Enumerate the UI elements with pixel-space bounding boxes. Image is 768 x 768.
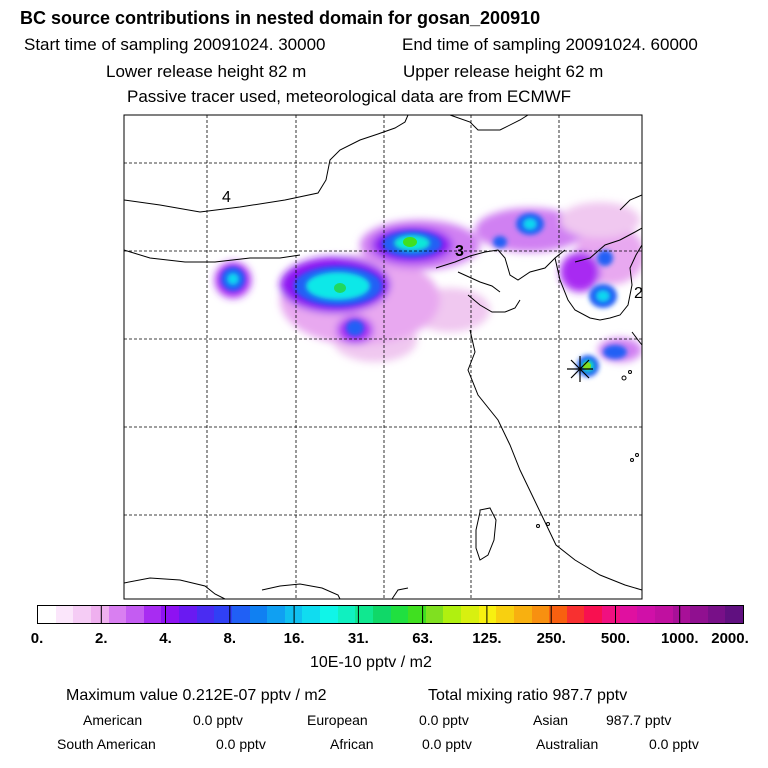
region-european-value: 0.0 pptv	[419, 712, 469, 728]
lower-height-label: Lower release height 82 m	[106, 62, 307, 81]
colorbar-tick-label: 500.	[600, 630, 631, 647]
colorbar-tick-label: 16.	[283, 630, 305, 647]
colorbar-tick-label: 0.	[30, 630, 44, 647]
colorbar-swatch	[531, 606, 550, 623]
colorbar-swatch	[372, 606, 391, 623]
region-european-label: European	[307, 712, 368, 728]
colorbar-swatch	[513, 606, 532, 623]
colorbar-tick-label: 125.	[472, 630, 502, 647]
colorbar-swatch	[38, 606, 56, 623]
colorbar-swatch	[619, 606, 638, 623]
map-label-2: 2	[634, 285, 643, 302]
region-american-label: American	[83, 712, 143, 728]
colorbar-swatch	[390, 606, 409, 623]
colorbar-swatch	[179, 606, 197, 623]
colorbar-units: 10E-10 pptv / m2	[310, 654, 432, 671]
colorbar-swatch	[73, 606, 91, 623]
total-mixing-ratio-label: Total mixing ratio 987.7 pptv	[428, 687, 628, 704]
colorbar-tick-label: 8.	[223, 630, 237, 647]
tracer-note: Passive tracer used, meteorological data…	[127, 87, 572, 106]
colorbar	[37, 605, 744, 624]
region-american-value: 0.0 pptv	[193, 712, 243, 728]
colorbar-swatch	[584, 606, 602, 623]
colorbar-swatch	[707, 606, 726, 623]
colorbar-swatch	[143, 606, 162, 623]
map-grid	[124, 115, 642, 599]
plot-title: BC source contributions in nested domain…	[20, 8, 541, 28]
region-australian-value: 0.0 pptv	[649, 736, 699, 752]
colorbar-swatch	[496, 606, 514, 623]
coastlines	[124, 115, 642, 599]
region-south-american-label: South American	[57, 736, 156, 752]
colorbar-dividers	[100, 605, 681, 624]
colorbar-swatch	[725, 606, 743, 623]
colorbar-tick-label: 2000.	[711, 630, 749, 647]
colorbar-swatch	[108, 606, 127, 623]
colorbar-swatch	[690, 606, 708, 623]
colorbar-swatch	[408, 606, 426, 623]
colorbar-tick-label: 250.	[536, 630, 566, 647]
region-african-label: African	[330, 736, 374, 752]
colorbar-swatch	[478, 606, 497, 623]
colorbar-swatch	[672, 606, 691, 623]
colorbar-tick-label: 2.	[95, 630, 108, 647]
colorbar-swatch	[90, 606, 109, 623]
colorbar-swatch	[337, 606, 356, 623]
start-time-label: Start time of sampling 20091024. 30000	[24, 35, 326, 54]
colorbar-tick-label: 4.	[159, 630, 172, 647]
colorbar-swatch	[126, 606, 144, 623]
colorbar-swatch	[214, 606, 232, 623]
colorbar-swatch	[302, 606, 320, 623]
colorbar-swatch	[443, 606, 461, 623]
region-australian-label: Australian	[536, 736, 599, 752]
colorbar-swatch	[55, 606, 74, 623]
colorbar-swatch	[284, 606, 303, 623]
colorbar-swatch	[461, 606, 479, 623]
map-label-3: 3	[455, 243, 464, 260]
region-south-american-value: 0.0 pptv	[216, 736, 266, 752]
colorbar-swatch	[637, 606, 655, 623]
colorbar-swatch	[196, 606, 215, 623]
upper-height-label: Upper release height 62 m	[403, 62, 604, 81]
colorbar-tick-label: 31.	[347, 630, 369, 647]
colorbar-swatch	[267, 606, 285, 623]
colorbar-tick-label: 1000.	[660, 630, 699, 647]
region-african-value: 0.0 pptv	[422, 736, 472, 752]
colorbar-swatch	[355, 606, 373, 623]
colorbar-swatch	[566, 606, 585, 623]
map-label-4: 4	[222, 189, 231, 206]
colorbar-swatch	[654, 606, 673, 623]
colorbar-tick-label: 63.	[412, 630, 434, 647]
map-frame	[123, 114, 643, 600]
colorbar-swatch	[425, 606, 444, 623]
region-asian-value: 987.7 pptv	[606, 712, 672, 728]
colorbar-swatch	[320, 606, 338, 623]
colorbar-swatch	[249, 606, 268, 623]
asterisk-marker-icon	[567, 356, 593, 382]
colorbar-swatch	[549, 606, 567, 623]
maximum-value-label: Maximum value 0.212E-07 pptv / m2	[66, 687, 327, 704]
end-time-label: End time of sampling 20091024. 60000	[402, 35, 698, 54]
region-asian-label: Asian	[533, 712, 569, 728]
colorbar-swatch	[231, 606, 250, 623]
